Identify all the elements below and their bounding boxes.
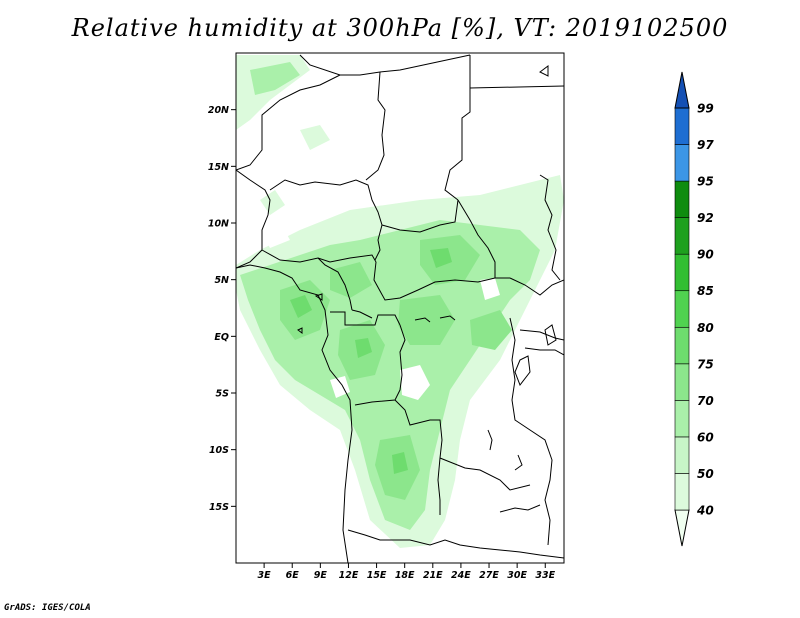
lon-tick-label: 12E	[339, 570, 359, 581]
page-title: Relative humidity at 300hPa [%], VT: 201…	[71, 14, 729, 42]
legend-swatch	[674, 436, 690, 474]
lat-tick-label: 10S	[209, 445, 229, 456]
legend-swatch	[674, 363, 690, 401]
lon-tick-label: 33E	[535, 570, 555, 581]
legend-swatch	[674, 217, 690, 255]
legend-level-label: 97	[697, 138, 714, 152]
lat-tick-label: 5N	[214, 275, 229, 286]
lat-tick-label: 15S	[209, 502, 229, 513]
lon-tick-label: 6E	[286, 570, 300, 581]
lon-tick-label: 27E	[479, 570, 499, 581]
lat-tick-label: 10N	[208, 219, 229, 230]
lat-tick-label: EQ	[214, 332, 229, 343]
legend-level-label: 95	[697, 175, 714, 189]
legend-level-label: 99	[697, 102, 714, 116]
lon-tick-label: 30E	[507, 570, 527, 581]
legend-level-label: 90	[697, 248, 714, 262]
legend-level-label: 70	[697, 394, 714, 408]
legend-upper-arrow	[674, 71, 690, 109]
lat-tick-label: 5S	[216, 389, 230, 400]
legend-swatch	[674, 107, 690, 145]
lon-tick-label: 24E	[451, 570, 471, 581]
latitude-axis: 20N 15N 10N 5N EQ 5S 10S 15S	[208, 105, 236, 513]
legend-level-label: 60	[697, 430, 714, 444]
legend-swatch	[674, 180, 690, 218]
legend-swatch	[674, 400, 690, 438]
lat-tick-label: 15N	[208, 162, 229, 173]
legend-lower-arrow	[674, 509, 690, 547]
legend-swatch	[674, 290, 690, 328]
legend-level-label: 92	[697, 211, 714, 225]
lon-tick-label: 15E	[367, 570, 387, 581]
credit-text: GrADS: IGES/COLA	[4, 603, 91, 613]
map-frame	[235, 52, 565, 564]
lon-tick-label: 21E	[423, 570, 443, 581]
longitude-axis: 3E 6E 9E 12E 15E 18E 21E 24E 27E 30E 33E	[258, 563, 556, 581]
country-borders	[236, 54, 564, 563]
legend-swatch	[674, 326, 690, 365]
lon-tick-label: 18E	[395, 570, 415, 581]
legend-level-label: 80	[697, 321, 714, 335]
lat-tick-label: 20N	[208, 105, 229, 116]
legend-level-label: 75	[697, 357, 714, 371]
legend-level-label: 40	[696, 504, 714, 518]
color-legend: 40 50 60 70 75 80 85 90 92 95 97 99	[674, 71, 714, 547]
lon-tick-label: 9E	[314, 570, 328, 581]
lon-tick-label: 3E	[258, 570, 272, 581]
legend-level-label: 50	[697, 467, 714, 481]
legend-swatch	[674, 144, 690, 182]
legend-level-label: 85	[697, 284, 714, 298]
legend-swatch	[674, 473, 690, 511]
humidity-field	[236, 55, 564, 548]
legend-swatch	[674, 253, 690, 292]
